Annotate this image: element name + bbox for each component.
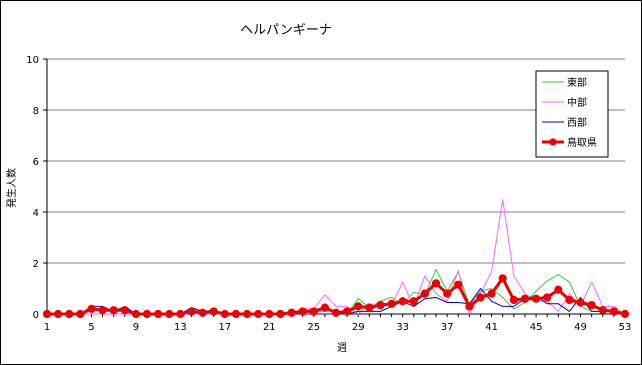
- data-point: [487, 289, 496, 298]
- data-point: [231, 309, 241, 319]
- data-point: [131, 309, 141, 319]
- data-point: [54, 309, 63, 319]
- data-point: [142, 309, 152, 319]
- data-point: [509, 295, 518, 305]
- data-point: [409, 297, 418, 306]
- data-point: [320, 303, 329, 312]
- data-point: [531, 294, 541, 303]
- data-point: [209, 307, 218, 316]
- x-tick-label: 9: [133, 322, 139, 333]
- x-tick-label: 53: [619, 322, 632, 333]
- data-point: [287, 308, 296, 317]
- series-layer: [42, 198, 630, 319]
- data-point: [443, 289, 452, 298]
- legend-label: 東部: [567, 76, 587, 89]
- x-tick-label: 37: [441, 322, 454, 333]
- x-tick-label: 25: [307, 322, 320, 333]
- data-point: [42, 309, 52, 319]
- data-point: [65, 309, 74, 319]
- data-point: [98, 306, 107, 315]
- data-point: [220, 309, 229, 319]
- data-point: [387, 299, 396, 308]
- legend-marker: [549, 138, 557, 146]
- x-tick-label: 41: [485, 322, 498, 333]
- x-tick-label: 21: [263, 322, 276, 333]
- data-point: [465, 302, 474, 311]
- y-tick-label: 6: [33, 157, 39, 168]
- data-point: [454, 280, 463, 289]
- data-point: [609, 307, 618, 316]
- x-tick-label: 13: [174, 322, 187, 333]
- chart-title: ヘルパンギーナ: [240, 23, 332, 38]
- data-point: [198, 308, 207, 317]
- data-point: [498, 274, 507, 283]
- legend-label: 中部: [567, 96, 587, 109]
- data-point: [543, 293, 552, 302]
- data-point: [587, 300, 596, 310]
- data-point: [431, 279, 441, 288]
- data-point: [565, 295, 574, 305]
- grid-layer: [47, 58, 625, 264]
- y-tick-label: 0: [33, 310, 39, 321]
- x-tick-label: 49: [574, 322, 587, 333]
- data-point: [109, 306, 118, 315]
- data-point: [298, 307, 307, 316]
- y-tick-label: 2: [33, 259, 39, 270]
- y-axis-title: 発生人数: [5, 168, 18, 208]
- data-point: [276, 309, 285, 319]
- data-point: [398, 297, 407, 306]
- data-point: [520, 294, 530, 303]
- data-point: [576, 298, 585, 307]
- data-point: [554, 285, 563, 294]
- legend-label: 西部: [567, 116, 587, 129]
- data-point: [120, 306, 129, 315]
- data-point: [242, 309, 252, 319]
- data-point: [254, 309, 263, 319]
- x-tick-label: 5: [88, 322, 94, 333]
- data-point: [154, 309, 163, 319]
- data-point: [265, 309, 274, 319]
- data-point: [620, 309, 630, 319]
- data-point: [187, 307, 196, 316]
- data-point: [376, 300, 385, 310]
- x-tick-label: 45: [530, 322, 543, 333]
- data-point: [598, 306, 607, 315]
- x-tick-label: 29: [352, 322, 365, 333]
- x-axis-title: 週: [337, 342, 347, 354]
- x-tick-label: 1: [44, 322, 50, 333]
- series-line-1: [47, 268, 626, 315]
- data-point: [176, 309, 185, 319]
- data-point: [165, 309, 174, 319]
- axis-layer: 0 2 4 6 8 10 1 5 9 13 17 21 25 29 33 37 41 45 49 53: [26, 55, 631, 333]
- data-point: [343, 307, 352, 316]
- data-point: [420, 289, 430, 298]
- y-tick-label: 8: [33, 106, 39, 117]
- y-tick-label: 10: [26, 55, 39, 66]
- x-tick-label: 17: [218, 322, 231, 333]
- data-point: [331, 308, 341, 317]
- y-tick-label: 4: [33, 208, 39, 219]
- data-point: [87, 304, 96, 313]
- data-point: [76, 309, 85, 319]
- x-tick-label: 33: [396, 322, 409, 333]
- data-point: [309, 307, 318, 316]
- data-point: [365, 303, 374, 312]
- data-point: [354, 302, 363, 311]
- data-point: [476, 293, 485, 302]
- legend-label: 鳥取県: [567, 136, 597, 149]
